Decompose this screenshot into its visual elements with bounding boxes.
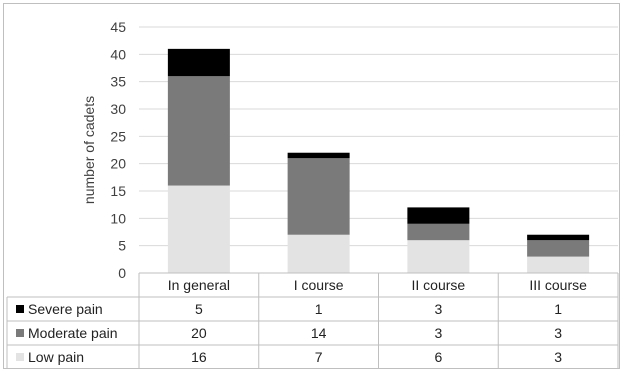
y-tick-label: 35 [110,74,126,90]
y-tick-label: 45 [110,19,126,35]
bars [167,48,590,273]
data-table: In general I course II course III course Sev… [6,272,619,369]
legend-label: Severe pain [28,301,103,317]
legend-key [16,353,24,361]
y-tick-label: 5 [118,238,126,254]
data-label: 1 [315,301,323,317]
data-label: 5 [195,301,203,317]
bar-low-pain [407,240,470,273]
data-label: 3 [554,325,562,341]
data-label: 1 [554,301,562,317]
category-label: III course [529,277,587,293]
legend-key [16,329,24,337]
chart-frame: 0 5 10 15 20 25 30 35 40 45 number of cadets In g… [3,3,620,369]
bar-severe-pain [167,48,230,77]
data-label: 3 [434,301,442,317]
y-tick-label: 15 [110,183,126,199]
y-tick-label: 10 [110,210,126,226]
data-label: 14 [311,325,327,341]
bar-moderate-pain [167,76,230,186]
y-axis-title: number of cadets [81,96,97,204]
y-tick-label: 30 [110,101,126,117]
y-tick-label: 25 [110,128,126,144]
data-label: 6 [434,349,442,365]
legend-label: Moderate pain [28,325,118,341]
data-label: 20 [191,325,207,341]
bar-low-pain [527,256,590,273]
category-label: I course [294,277,344,293]
bar-moderate-pain [527,240,590,257]
bar-severe-pain [287,152,350,159]
y-tick-label: 20 [110,156,126,172]
bar-severe-pain [407,207,470,224]
legend-label: Low pain [28,349,84,365]
bar-moderate-pain [407,223,470,241]
bar-severe-pain [527,234,590,241]
bar-low-pain [167,185,230,273]
bar-low-pain [287,234,350,273]
data-label: 16 [191,349,207,365]
y-axis-ticks: 0 5 10 15 20 25 30 35 40 45 [110,19,126,281]
data-label: 3 [434,325,442,341]
category-label: In general [168,277,230,293]
data-label: 7 [315,349,323,365]
data-label: 3 [554,349,562,365]
y-tick-label: 0 [118,265,126,281]
legend-key [16,305,24,313]
category-label: II course [412,277,466,293]
y-tick-label: 40 [110,46,126,62]
bar-moderate-pain [287,158,350,235]
